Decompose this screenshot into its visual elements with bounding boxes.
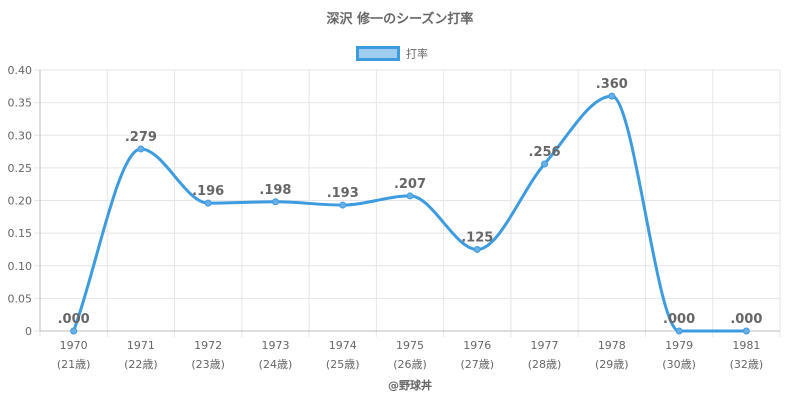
data-point[interactable] [271, 198, 279, 206]
x-tick-sublabel: (21歳) [57, 358, 91, 371]
x-tick-sublabel: (29歳) [595, 358, 629, 371]
data-point[interactable] [406, 192, 414, 200]
data-label: .000 [663, 312, 695, 327]
x-tick-sublabel: (25歳) [326, 358, 360, 371]
data-label: .000 [730, 312, 762, 327]
y-tick-label: 0.15 [8, 227, 33, 240]
x-tick-sublabel: (26歳) [393, 358, 427, 371]
data-point[interactable] [742, 327, 750, 335]
y-tick-label: 0.35 [8, 97, 33, 110]
x-tick-label: 1979 [665, 339, 693, 352]
data-label: .196 [192, 184, 224, 199]
grid-layer [34, 69, 781, 337]
x-tick-sublabel: (30歳) [662, 358, 696, 371]
data-point[interactable] [204, 199, 212, 207]
data-label: .000 [58, 312, 90, 327]
label-layer: .000 .279 .196 .198 .193 .207 .125 .256 .360 .000… [58, 77, 763, 327]
x-tick-sublabel: (32歳) [730, 358, 764, 371]
x-tick-sublabel: (27歳) [460, 358, 494, 371]
y-tick-label: 0.40 [8, 64, 33, 77]
data-point[interactable] [137, 145, 145, 153]
x-tick-label: 1971 [127, 339, 155, 352]
data-label: .207 [394, 177, 426, 192]
data-point[interactable] [473, 245, 481, 253]
series-line [72, 94, 748, 333]
point-layer [70, 92, 750, 335]
data-label: .125 [461, 230, 493, 245]
data-label: .198 [259, 183, 291, 198]
x-tick-sublabel: (23歳) [191, 358, 225, 371]
legend-swatch [356, 46, 400, 61]
chart-title: 深沢 修一のシーズン打率 [327, 11, 474, 27]
credit-text: @野球丼 [388, 378, 432, 392]
data-label: .193 [327, 186, 359, 201]
y-tick-label: 0.20 [8, 195, 33, 208]
y-tick-label: 0.30 [8, 129, 33, 142]
x-tick-label: 1975 [396, 339, 424, 352]
x-tick-label: 1978 [598, 339, 626, 352]
data-point[interactable] [70, 327, 78, 335]
x-tick-label: 1976 [463, 339, 491, 352]
y-tick-label: 0 [25, 325, 32, 338]
x-tick-label: 1977 [531, 339, 559, 352]
line-layer [72, 94, 748, 333]
axis-layer: 0 0.05 0.10 0.15 0.20 0.25 0.30 0.35 0.40 1970 (21… [8, 64, 780, 371]
y-tick-label: 0.10 [8, 260, 33, 273]
x-tick-label: 1973 [261, 339, 289, 352]
y-tick-label: 0.25 [8, 162, 33, 175]
data-label: .360 [596, 77, 628, 92]
data-point[interactable] [339, 201, 347, 209]
x-tick-label: 1981 [732, 339, 760, 352]
x-tick-sublabel: (28歳) [528, 358, 562, 371]
data-point[interactable] [675, 327, 683, 335]
legend-label: 打率 [406, 47, 428, 61]
data-point[interactable] [541, 160, 549, 168]
x-tick-label: 1972 [194, 339, 222, 352]
y-tick-label: 0.05 [8, 292, 33, 305]
data-label: .256 [529, 145, 561, 160]
data-label: .279 [125, 130, 157, 145]
legend[interactable]: 打率 [356, 46, 429, 61]
x-tick-label: 1970 [60, 339, 88, 352]
x-tick-label: 1974 [329, 339, 357, 352]
data-point[interactable] [608, 92, 616, 100]
x-tick-sublabel: (24歳) [259, 358, 293, 371]
x-tick-sublabel: (22歳) [124, 358, 158, 371]
